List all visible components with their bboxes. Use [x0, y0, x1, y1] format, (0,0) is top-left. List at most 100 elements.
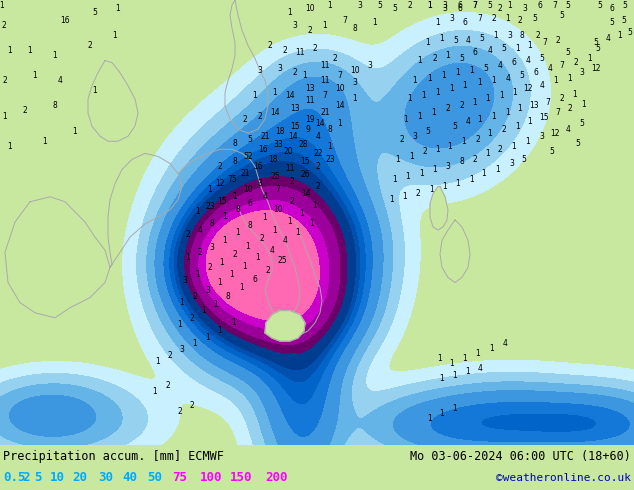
- Text: Precipitation accum. [mm] ECMWF: Precipitation accum. [mm] ECMWF: [3, 450, 224, 463]
- Text: 1: 1: [506, 108, 510, 118]
- Text: 1: 1: [443, 182, 448, 191]
- Text: 2: 2: [243, 115, 247, 123]
- Text: 13: 13: [305, 84, 315, 93]
- Text: 13: 13: [290, 104, 300, 114]
- Text: 6: 6: [609, 3, 614, 13]
- Text: 2: 2: [460, 101, 464, 110]
- Text: 10: 10: [243, 185, 253, 194]
- Text: 1: 1: [28, 46, 32, 55]
- Text: 3: 3: [413, 132, 417, 141]
- Text: 3: 3: [579, 68, 585, 77]
- Text: 1: 1: [223, 212, 228, 221]
- Text: 4: 4: [465, 36, 470, 45]
- Text: 1: 1: [273, 88, 278, 98]
- Text: 5: 5: [488, 0, 493, 9]
- Text: 2: 2: [266, 266, 270, 275]
- Text: 1: 1: [240, 283, 244, 292]
- Text: 1: 1: [186, 253, 190, 262]
- Text: 2: 2: [476, 135, 481, 144]
- Text: 6: 6: [472, 48, 477, 57]
- Text: 1: 1: [448, 142, 453, 151]
- Text: 1: 1: [396, 155, 401, 164]
- Text: 1: 1: [470, 66, 474, 75]
- Text: 40: 40: [122, 471, 137, 485]
- Text: 4: 4: [262, 192, 268, 201]
- Text: 6: 6: [252, 275, 257, 284]
- Text: 11: 11: [320, 61, 330, 70]
- Text: 5: 5: [34, 471, 41, 485]
- Text: 7: 7: [472, 0, 477, 9]
- Text: 11: 11: [305, 97, 314, 105]
- Text: 7: 7: [276, 185, 280, 194]
- Text: 1: 1: [618, 31, 623, 40]
- Text: 2: 2: [257, 112, 262, 121]
- Text: 200: 200: [265, 471, 287, 485]
- Text: 21: 21: [320, 108, 330, 118]
- Text: 4: 4: [58, 76, 62, 85]
- Text: 1: 1: [420, 169, 424, 178]
- Text: 10: 10: [305, 3, 315, 13]
- Text: 10: 10: [50, 471, 65, 485]
- Text: 7: 7: [560, 61, 564, 70]
- Text: 25: 25: [277, 256, 287, 265]
- Text: 4: 4: [477, 364, 482, 373]
- Text: 6: 6: [458, 0, 462, 9]
- Text: 7: 7: [477, 14, 482, 23]
- Text: 1: 1: [515, 122, 521, 131]
- Text: 3: 3: [443, 3, 448, 13]
- Text: 150: 150: [230, 471, 252, 485]
- Text: 7: 7: [472, 0, 477, 9]
- Text: 5: 5: [247, 135, 252, 144]
- Text: 2: 2: [472, 155, 477, 164]
- Text: 1: 1: [439, 374, 444, 383]
- Text: 5: 5: [479, 34, 484, 43]
- Text: 1: 1: [489, 343, 495, 353]
- Text: 4: 4: [488, 46, 493, 55]
- Text: 10: 10: [335, 84, 345, 93]
- Text: 1: 1: [506, 14, 510, 23]
- Text: 3: 3: [540, 132, 545, 141]
- Text: 5: 5: [93, 8, 98, 17]
- Text: 26: 26: [300, 170, 310, 179]
- Text: 5: 5: [576, 139, 581, 148]
- Text: 7: 7: [546, 98, 550, 107]
- Text: 1: 1: [482, 169, 486, 178]
- Text: 7: 7: [555, 108, 560, 118]
- Text: 3: 3: [278, 64, 282, 73]
- Text: 3: 3: [257, 179, 262, 188]
- Text: 1: 1: [328, 142, 332, 151]
- Text: 1: 1: [231, 318, 236, 327]
- Text: 4: 4: [269, 245, 275, 255]
- Text: 3: 3: [450, 14, 455, 23]
- Text: 2: 2: [432, 54, 437, 63]
- Text: 1: 1: [217, 326, 223, 336]
- Text: 12: 12: [592, 64, 601, 73]
- Text: 1: 1: [513, 88, 517, 98]
- Text: 1: 1: [418, 112, 422, 121]
- Text: 1: 1: [527, 117, 533, 125]
- Text: 2: 2: [290, 197, 294, 206]
- Text: 2: 2: [165, 381, 171, 390]
- Text: 13: 13: [529, 101, 539, 110]
- Text: 16: 16: [60, 16, 70, 24]
- Text: 1: 1: [472, 98, 477, 107]
- Text: 2: 2: [316, 162, 320, 171]
- Text: 5: 5: [453, 122, 458, 131]
- Text: 2: 2: [408, 0, 412, 9]
- Text: 1: 1: [390, 195, 394, 204]
- Text: 2: 2: [207, 263, 212, 272]
- Text: 5: 5: [460, 54, 465, 63]
- Text: 1: 1: [465, 367, 470, 376]
- Text: 3: 3: [179, 344, 184, 354]
- Text: 2: 2: [233, 250, 237, 259]
- Text: 5: 5: [566, 48, 571, 57]
- Text: 1: 1: [338, 119, 342, 127]
- Text: 2: 2: [307, 26, 313, 35]
- Text: 1: 1: [113, 31, 117, 40]
- Text: 9: 9: [306, 124, 311, 134]
- Text: 2: 2: [333, 54, 337, 63]
- Text: 1: 1: [302, 71, 307, 80]
- Text: 2: 2: [198, 248, 202, 257]
- Text: 1: 1: [288, 8, 292, 17]
- Text: 8: 8: [53, 101, 57, 110]
